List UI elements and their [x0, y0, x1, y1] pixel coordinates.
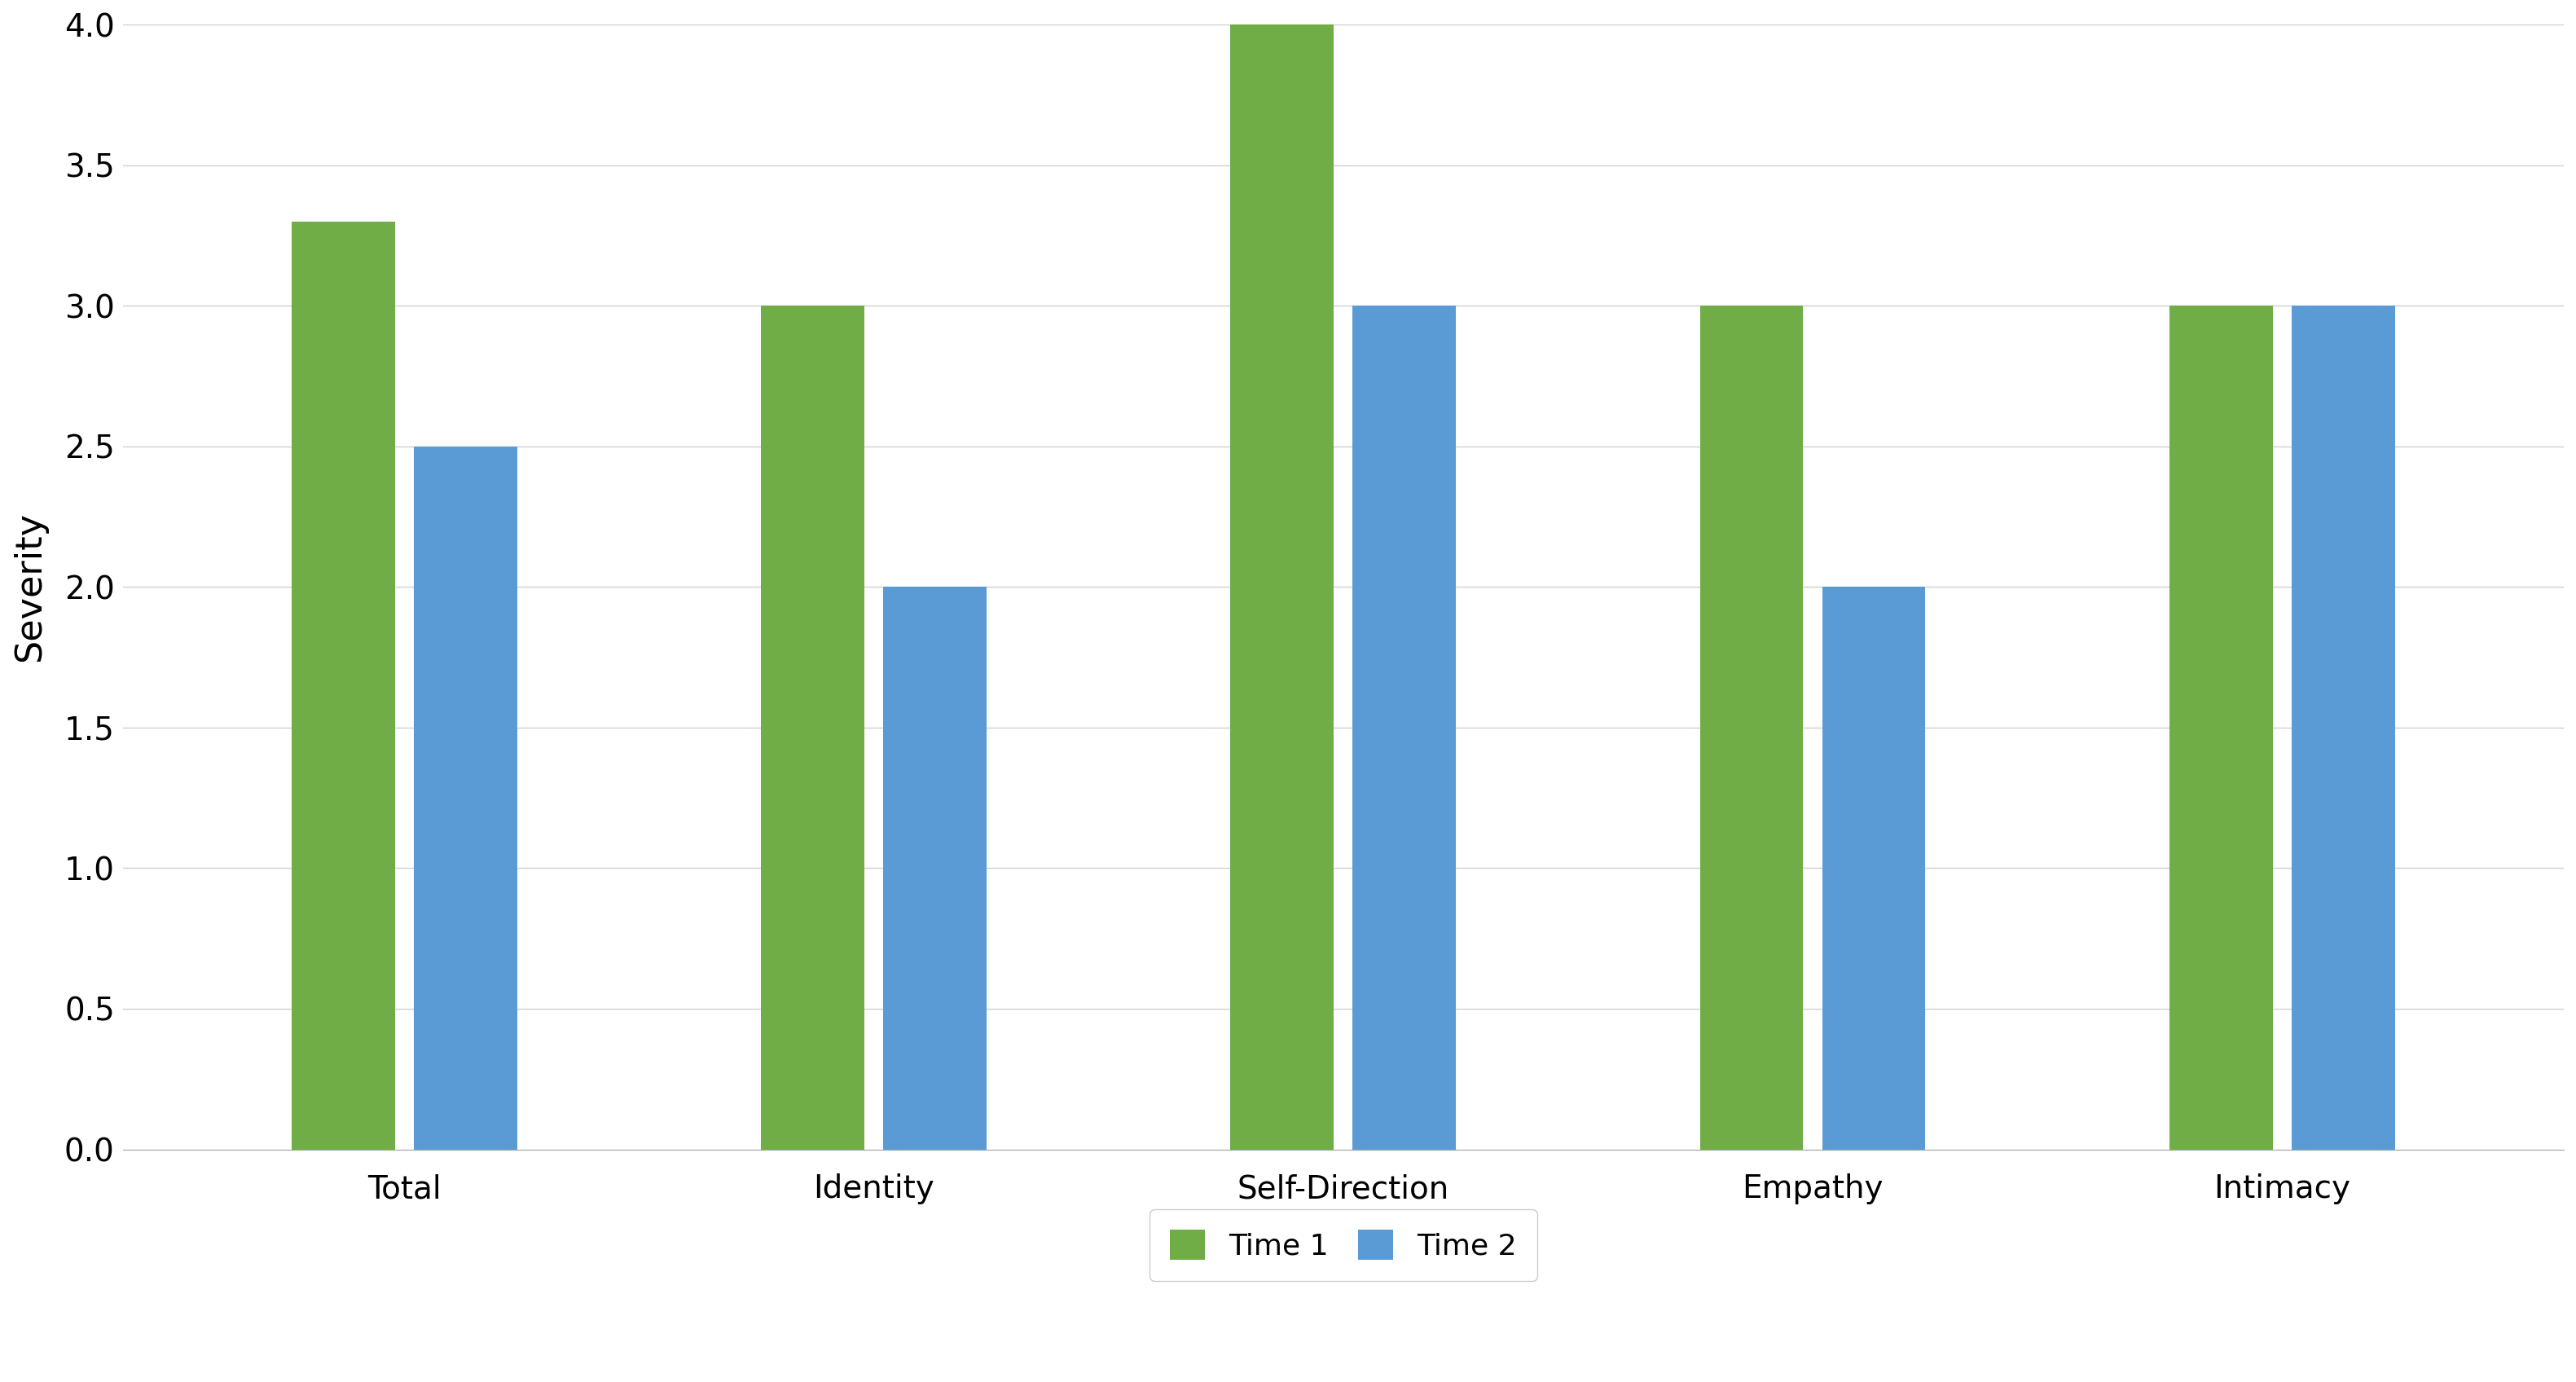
Bar: [415, 446, 518, 1150]
Bar: [1700, 305, 1803, 1150]
Bar: [2169, 305, 2272, 1150]
Bar: [760, 305, 866, 1150]
Bar: [1231, 25, 1334, 1150]
Bar: [1821, 587, 1924, 1150]
Bar: [884, 587, 987, 1150]
Bar: [1352, 305, 1455, 1150]
Bar: [2293, 305, 2396, 1150]
Bar: [291, 221, 394, 1150]
Y-axis label: Severity: Severity: [13, 511, 46, 662]
Legend: Time 1, Time 2: Time 1, Time 2: [1149, 1209, 1538, 1281]
